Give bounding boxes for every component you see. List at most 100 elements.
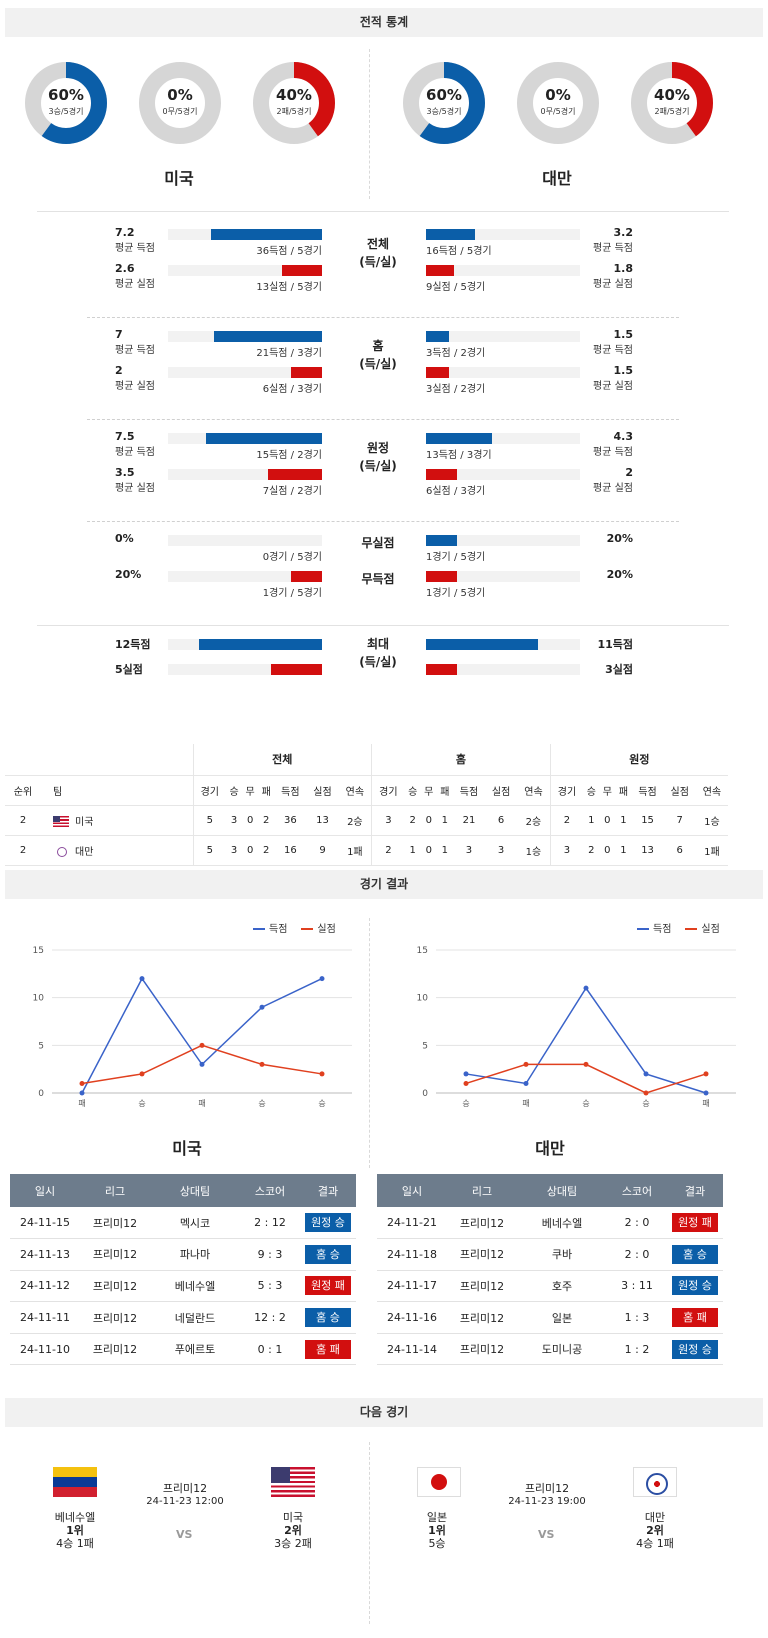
stat-cell: 2 (583, 835, 600, 866)
divider (87, 521, 679, 522)
x-tick-label: 패 (198, 1098, 205, 1108)
data-point (139, 1071, 145, 1077)
table-row: 24-11-17 프리미12 호주 3 : 11 원정 승 (377, 1270, 723, 1303)
date-cell: 24-11-13 (10, 1238, 80, 1271)
stat-group-title: 전체 (366, 237, 390, 251)
table-row: 24-11-15 프리미12 멕시코 2 : 12 원정 승 (10, 1207, 356, 1240)
donut-percent: 0% (167, 86, 193, 104)
x-tick-label: 승 (642, 1099, 649, 1108)
chinese-taipei-flag-icon (633, 1467, 677, 1497)
win-rate-donut: 40% 2패/5경기 (630, 61, 714, 145)
score-cell: 9 : 3 (240, 1238, 300, 1271)
x-tick-label: 승 (138, 1099, 145, 1108)
legend-item: 득점 (637, 924, 671, 935)
result-badge: 원정 승 (305, 1213, 351, 1233)
stat-cell: 2승 (338, 805, 372, 836)
column-header: 무 (242, 775, 259, 806)
result-badge: 홈 승 (305, 1244, 351, 1264)
away-stat-bar-track (426, 639, 580, 650)
team-name: 대만 (75, 846, 94, 858)
league-cell: 프리미12 (80, 1301, 150, 1334)
home-stat-bar-track (168, 265, 322, 276)
stat-cell: 1 (615, 835, 632, 866)
donut-track (517, 62, 599, 144)
stat-cell: 1승 (517, 835, 551, 866)
win-rate-donut: 40% 2패/5경기 (252, 61, 336, 145)
stat-cell: 0 (242, 835, 259, 866)
away-stat-bar-track (426, 367, 580, 378)
stat-cell: 0 (599, 835, 616, 866)
score-cell: 1 : 2 (607, 1333, 667, 1366)
stat-cell: 3 (549, 835, 584, 866)
home-stat-bar-track (168, 535, 322, 546)
legend-item: 실점 (685, 924, 720, 935)
column-header: 실점 (485, 775, 518, 806)
home-stat-caption: 15득점 / 2경기 (256, 450, 322, 461)
stat-cell: 1패 (695, 835, 728, 866)
stat-group-label: 전체 (득/실) (338, 235, 418, 271)
away-stat-label: 평균 실점 (593, 381, 633, 392)
home-stat-bar (291, 571, 322, 582)
y-tick-label: 15 (417, 946, 428, 956)
score-cell: 5 : 3 (240, 1270, 300, 1303)
stat-cell: 13 (631, 835, 664, 866)
home-stat-bar-track (168, 367, 322, 378)
home-stat-value: 7.5 (115, 430, 135, 443)
stat-cell: 0 (420, 805, 437, 836)
away-stat-bar (426, 229, 475, 240)
donut-caption: 3승/5경기 (48, 107, 84, 116)
column-header: 패 (615, 775, 632, 806)
away-stat-value: 20% (606, 568, 633, 581)
result-badge: 홈 승 (672, 1244, 718, 1264)
home-stat-label: 평균 실점 (115, 279, 155, 290)
match-datetime: 24-11-23 12:00 (146, 1496, 224, 1507)
stat-cell: 1 (404, 835, 421, 866)
column-header: 리그 (80, 1174, 150, 1207)
home-stat-label: 평균 득점 (115, 345, 155, 356)
rank-cell: 2 (5, 835, 41, 866)
column-header: 득점 (274, 775, 307, 806)
column-divider (369, 1442, 370, 1624)
donut-row: 60% 3승/5경기 0% 0무/5경기 40% 2패/5경기 60% 3승/5경기 0% 0무/… (0, 37, 768, 207)
data-point (199, 1042, 205, 1048)
column-header: 결과 (667, 1174, 723, 1207)
away-results-table: 일시 리그 상대팀 스코어 결과 24-11-21 프리미12 베네수엘 2 : 0 원정 패 24… (377, 1174, 723, 1366)
home-stat-value: 12득점 (115, 638, 151, 651)
y-tick-label: 5 (422, 1041, 428, 1051)
stat-group-label: 무실점 (361, 536, 395, 550)
column-header: 연속 (517, 775, 551, 806)
data-point (259, 1004, 265, 1010)
home-stat-bar (206, 433, 322, 444)
stat-cell: 16 (274, 835, 307, 866)
next-left-team: 베네수엘 1위 4승 1패 (35, 1511, 115, 1550)
column-header: 경기 (549, 775, 584, 806)
column-divider (369, 918, 370, 1168)
stat-cell: 36 (274, 805, 307, 836)
opponent-cell: 멕시코 (150, 1207, 240, 1240)
home-stat-caption: 1경기 / 5경기 (262, 588, 322, 599)
venezuela-flag-icon (53, 1467, 97, 1497)
next-left-team: 일본 1위 5승 (397, 1511, 477, 1550)
stat-cell: 3 (371, 805, 405, 836)
legend-item: 득점 (253, 924, 287, 935)
team-name: 베네수엘 (54, 1511, 96, 1524)
stat-cell: 1 (436, 805, 453, 836)
legend-label: 실점 (701, 924, 720, 935)
legend-swatch (685, 928, 698, 930)
column-header: 일시 (377, 1174, 447, 1207)
x-tick-label: 승 (258, 1099, 265, 1108)
result-badge: 원정 패 (305, 1276, 351, 1296)
y-tick-label: 10 (33, 994, 45, 1004)
column-header: 스코어 (240, 1174, 300, 1207)
column-header: 득점 (631, 775, 664, 806)
team-name: 대만 (644, 1511, 666, 1524)
data-point (259, 1061, 265, 1067)
table-row: 24-11-21 프리미12 베네수엘 2 : 0 원정 패 (377, 1207, 723, 1240)
result-cell: 홈 승 (300, 1301, 356, 1334)
column-header: 일시 (10, 1174, 80, 1207)
donut-caption: 0무/5경기 (540, 107, 576, 116)
away-stat-bar (426, 433, 492, 444)
column-header: 경기 (192, 775, 227, 806)
stat-cell: 2 (549, 805, 584, 836)
